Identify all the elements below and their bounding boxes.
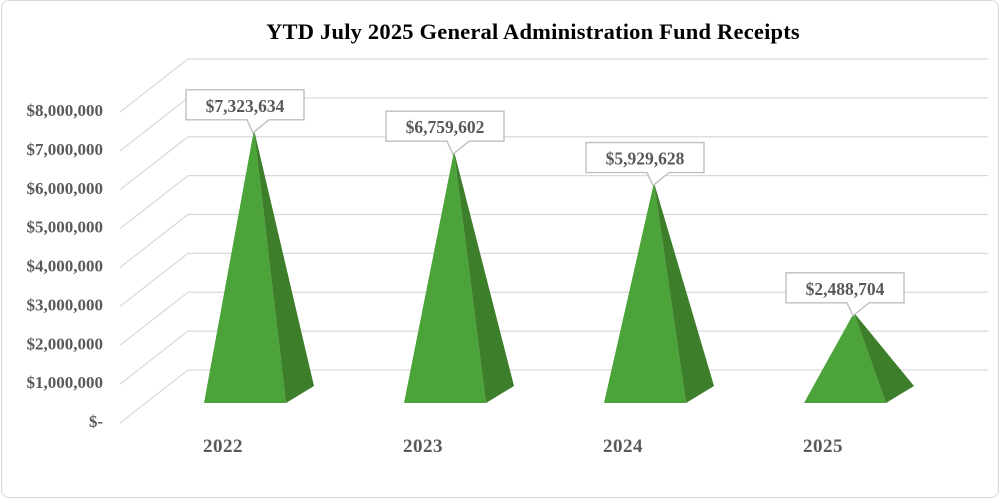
gridline bbox=[119, 136, 988, 191]
pyramid-front-face-2025 bbox=[804, 312, 886, 403]
gridline bbox=[119, 175, 988, 230]
data-label-callout-2025 bbox=[785, 272, 905, 317]
y-axis-tick-label: $- bbox=[89, 412, 104, 431]
y-axis-tick-label: $2,000,000 bbox=[27, 334, 104, 353]
gridline bbox=[119, 58, 988, 113]
pyramid-front-face-2023 bbox=[404, 151, 486, 403]
pyramid-front-face-2024 bbox=[604, 182, 686, 403]
y-axis-tick-label: $1,000,000 bbox=[27, 373, 104, 392]
chart-title: YTD July 2025 General Administration Fun… bbox=[266, 19, 800, 44]
pyramid-side-face-2025 bbox=[854, 312, 914, 403]
y-axis-tick-label: $7,000,000 bbox=[27, 140, 104, 159]
x-axis-label-2024: 2024 bbox=[603, 436, 643, 457]
x-axis-label-2022: 2022 bbox=[203, 436, 243, 457]
gridline bbox=[119, 213, 988, 268]
gridline bbox=[119, 252, 988, 307]
data-label-callout-2023 bbox=[385, 110, 505, 156]
y-axis-tick-label: $3,000,000 bbox=[27, 295, 104, 314]
x-axis-label-2025: 2025 bbox=[803, 436, 843, 457]
y-axis-tick-label: $6,000,000 bbox=[27, 179, 104, 198]
x-axis-label-2023: 2023 bbox=[403, 436, 443, 457]
data-label-2024: $5,929,628 bbox=[606, 149, 685, 169]
data-label-2025: $2,488,704 bbox=[806, 279, 885, 299]
pyramid-side-face-2022 bbox=[254, 129, 314, 403]
gridline bbox=[119, 330, 988, 385]
data-label-2023: $6,759,602 bbox=[406, 117, 485, 137]
pyramid-side-face-2023 bbox=[454, 151, 514, 403]
data-label-callout-2024 bbox=[585, 141, 705, 187]
y-axis-tick-label: $4,000,000 bbox=[27, 257, 104, 276]
data-label-2022: $7,323,634 bbox=[206, 96, 285, 116]
data-label-callout-2022 bbox=[185, 89, 305, 134]
gridline bbox=[119, 291, 988, 346]
y-axis-tick-label: $5,000,000 bbox=[27, 218, 104, 237]
pyramid-side-face-2024 bbox=[654, 182, 714, 403]
gridline bbox=[119, 369, 988, 424]
y-axis-tick-label: $8,000,000 bbox=[27, 101, 104, 120]
pyramid-front-face-2022 bbox=[204, 129, 286, 403]
